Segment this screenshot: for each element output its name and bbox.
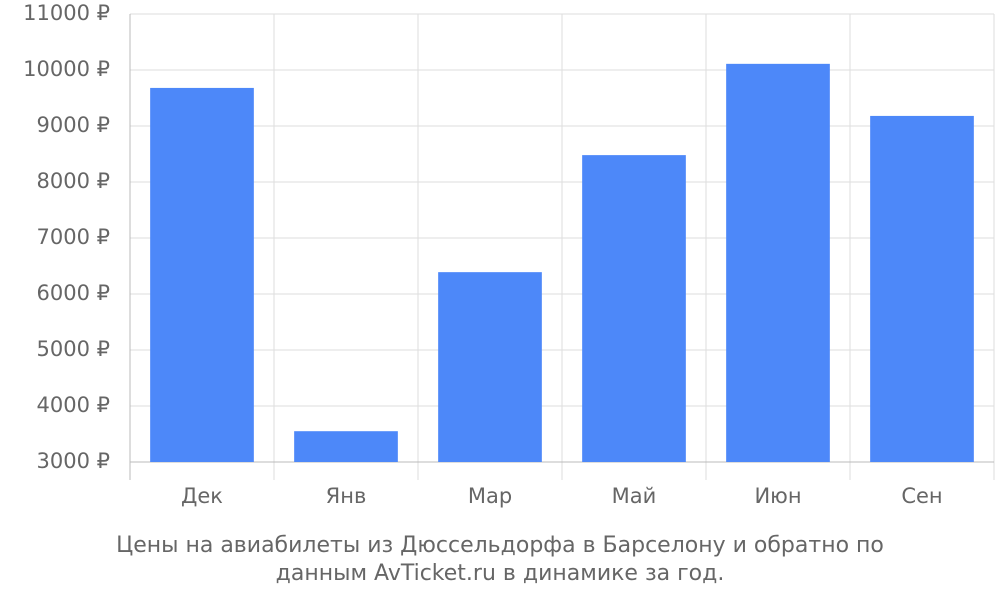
bar xyxy=(438,272,542,462)
y-tick-label: 11000 ₽ xyxy=(23,1,110,25)
y-tick-label: 5000 ₽ xyxy=(37,337,110,361)
y-tick-label: 8000 ₽ xyxy=(37,169,110,193)
x-tick-label: Дек xyxy=(181,484,223,508)
x-tick-label: Янв xyxy=(326,484,367,508)
y-tick-label: 10000 ₽ xyxy=(23,57,110,81)
x-tick-label: Май xyxy=(612,484,657,508)
chart: 3000 ₽ 4000 ₽ 5000 ₽ 6000 ₽ 7000 ₽ 8000 ₽ 9000… xyxy=(23,1,995,508)
x-tick-label: Июн xyxy=(754,484,801,508)
y-tick-label: 3000 ₽ xyxy=(37,449,110,473)
bar xyxy=(726,63,830,463)
x-tick-label: Мар xyxy=(468,484,512,508)
y-tick-label: 9000 ₽ xyxy=(37,113,110,137)
chart-title: Цены на авиабилеты из Дюссельдорфа в Бар… xyxy=(116,533,884,586)
bar xyxy=(582,155,686,462)
bar xyxy=(870,115,974,463)
y-tick-label: 6000 ₽ xyxy=(37,281,110,305)
bar xyxy=(150,87,254,463)
x-tick-label: Сен xyxy=(901,484,942,508)
y-tick-label: 4000 ₽ xyxy=(37,393,110,417)
y-tick-label: 7000 ₽ xyxy=(37,225,110,249)
bar xyxy=(294,431,398,462)
